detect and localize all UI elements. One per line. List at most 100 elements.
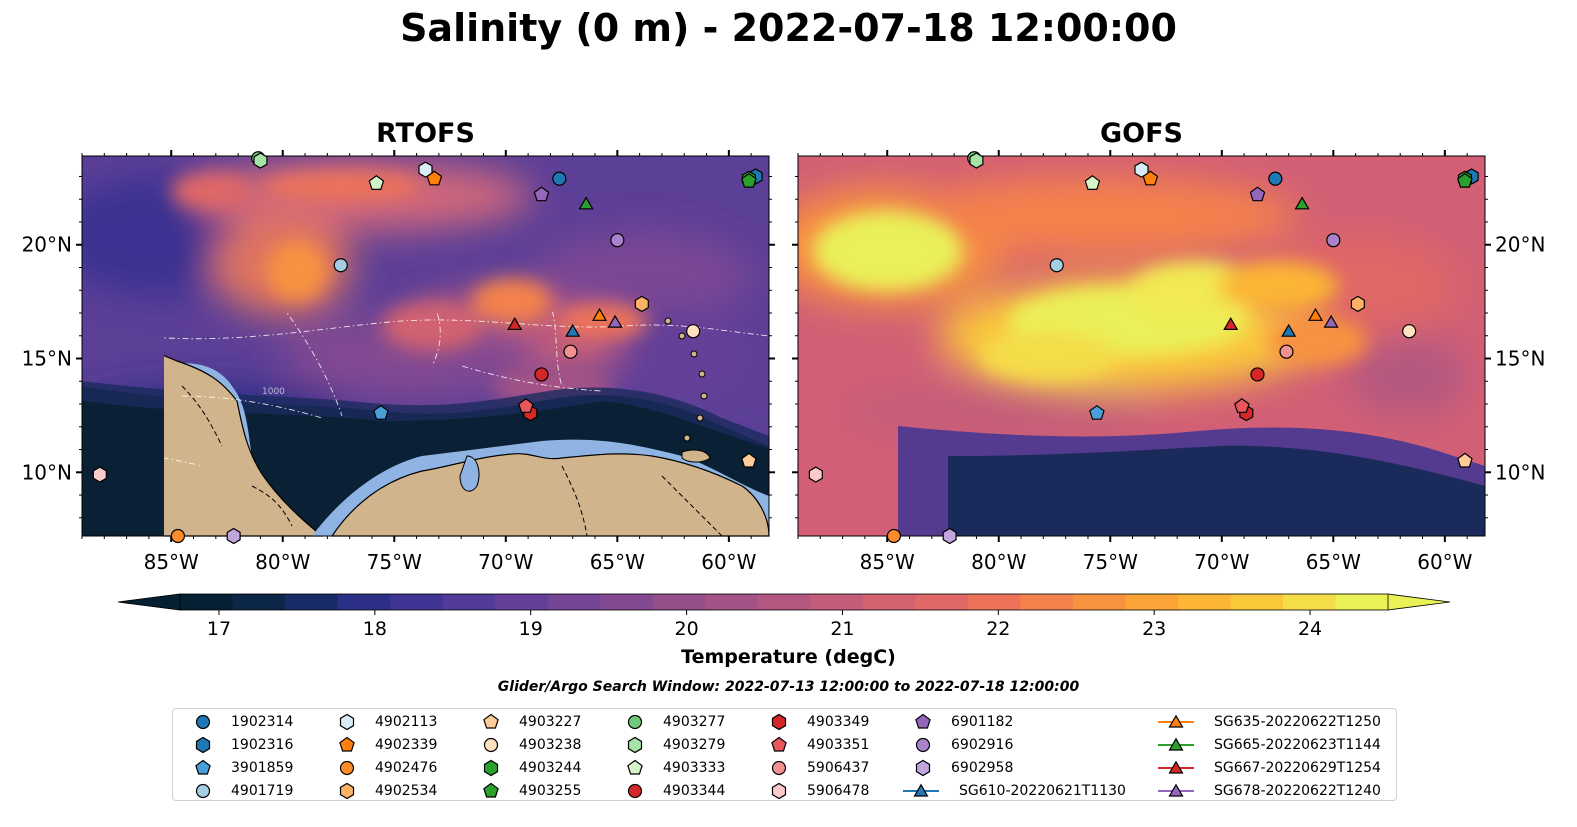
obs-marker-5906437 xyxy=(563,344,578,359)
obs-marker-5906437 xyxy=(1279,344,1294,359)
legend-hexagon-icon xyxy=(627,736,643,754)
colorbar-tick-label: 17 xyxy=(207,618,231,640)
obs-marker-SG635-20220622T1250 xyxy=(591,307,608,321)
colorbar-segment xyxy=(390,594,444,610)
obs-marker-SG665-20220623T1144 xyxy=(578,196,594,210)
legend-marker-icon xyxy=(483,782,499,798)
obs-marker-4902476 xyxy=(886,528,902,544)
legend-marker-icon xyxy=(627,783,643,799)
legend-label: 6902916 xyxy=(951,737,1014,753)
lon-tick-label: 85°W xyxy=(860,550,915,574)
frame-rtofs xyxy=(81,155,770,537)
colorbar-segment xyxy=(705,594,759,610)
legend-label: SG610-20220621T1130 xyxy=(959,783,1126,799)
obs-marker-4903279 xyxy=(253,152,268,169)
obs-marker-4903344 xyxy=(1250,367,1265,382)
legend-marker-icon xyxy=(195,783,211,799)
obs-marker-4903344 xyxy=(534,367,549,382)
colorbar-segment xyxy=(1230,594,1284,610)
legend-triangle-icon xyxy=(1168,714,1184,728)
legend-triangle-icon xyxy=(1168,760,1184,774)
obs-marker-SG678-20220622T1240 xyxy=(1323,314,1339,328)
colorbar-tick-label: 18 xyxy=(363,618,387,640)
obs-marker-SG635-20220622T1250 xyxy=(1307,307,1324,321)
obs-marker-6902916 xyxy=(1326,233,1341,248)
lat-tick-label: 20°N xyxy=(1495,233,1545,257)
legend-pentagon-icon xyxy=(627,759,643,775)
lon-tick-label: 60°W xyxy=(701,550,756,574)
obs-marker-6902958 xyxy=(226,527,241,545)
map-panel-gofs xyxy=(798,156,1485,536)
colorbar-extend-max xyxy=(1387,593,1451,611)
colorbar-segment xyxy=(757,594,811,610)
legend-label: 4903255 xyxy=(519,783,582,799)
obs-marker-6902916 xyxy=(610,233,625,248)
colorbar-segment xyxy=(1282,594,1337,610)
lon-tick-label: 60°W xyxy=(1417,550,1472,574)
legend-circle-icon xyxy=(627,714,643,730)
legend-label: 3901859 xyxy=(231,760,294,776)
colorbar-segment xyxy=(1125,594,1179,610)
colorbar-segment xyxy=(810,594,864,610)
obs-marker-1902314 xyxy=(1268,171,1283,186)
legend-marker-icon xyxy=(915,737,931,753)
legend-label: 4902534 xyxy=(375,783,438,799)
colorbar-segment xyxy=(915,594,969,610)
legend-label: 4903279 xyxy=(663,737,726,753)
legend-marker-icon xyxy=(771,782,787,800)
lon-tick-label: 70°W xyxy=(1194,550,1249,574)
legend-marker-icon xyxy=(1158,760,1194,774)
obs-marker-4902534 xyxy=(634,295,649,313)
lat-tick-label: 15°N xyxy=(1495,347,1545,371)
legend-label: 4903333 xyxy=(663,760,726,776)
legend-label: 5906437 xyxy=(807,760,870,776)
colorbar-segment xyxy=(337,594,391,610)
colorbar-tick-label: 23 xyxy=(1142,618,1166,640)
lon-tick-label: 70°W xyxy=(478,550,533,574)
colorbar-segment xyxy=(232,594,286,610)
obs-marker-4901719 xyxy=(333,258,348,273)
legend-label: 6902958 xyxy=(951,760,1014,776)
legend-label: 1902316 xyxy=(231,737,294,753)
legend-pentagon-icon xyxy=(339,736,355,752)
colorbar-segment xyxy=(600,594,654,610)
lat-tick-label: 20°N xyxy=(22,233,72,257)
obs-marker-4903255 xyxy=(1457,172,1473,188)
colorbar-segment xyxy=(1020,594,1074,610)
obs-marker-SG610-20220621T1130 xyxy=(1281,323,1297,337)
obs-marker-4903333 xyxy=(368,175,385,190)
lat-tick-label: 10°N xyxy=(1495,460,1545,484)
legend-label: 4902339 xyxy=(375,737,438,753)
legend-hexagon-icon xyxy=(339,713,355,731)
lon-tick-label: 65°W xyxy=(1306,550,1361,574)
obs-marker-4902534 xyxy=(1350,295,1365,313)
colorbar-segment xyxy=(495,594,549,610)
colorbar-label: Temperature (degC) xyxy=(681,646,896,668)
axis-ticks: 85°W 80°W 75°W 70°W 65°W 60°W 20°N 15°N 10°N 85°W… xyxy=(22,150,1545,574)
legend-marker-icon xyxy=(627,714,643,730)
legend-marker-icon xyxy=(915,713,931,729)
legend-marker-icon xyxy=(915,759,931,777)
legend-label: 4903277 xyxy=(663,714,726,730)
lon-tick-label: 75°W xyxy=(1083,550,1138,574)
obs-marker-6902958 xyxy=(942,527,957,545)
legend-label: SG667-20220629T1254 xyxy=(1214,760,1381,776)
obs-marker-6901182 xyxy=(533,186,550,202)
obs-marker-4903238 xyxy=(686,324,701,339)
legend-label: SG665-20220623T1144 xyxy=(1214,737,1381,753)
obs-marker-4903255 xyxy=(741,172,757,188)
colorbar-segment xyxy=(967,594,1021,610)
legend-pentagon-icon xyxy=(195,759,211,775)
lat-tick-label: 15°N xyxy=(22,347,72,371)
legend-circle-icon xyxy=(627,783,643,799)
colorbar-segment xyxy=(1335,594,1389,610)
legend-label: 5906478 xyxy=(807,783,870,799)
legend-marker-icon xyxy=(483,713,499,729)
legend-marker-icon xyxy=(1158,783,1194,797)
legend-label: 4902476 xyxy=(375,760,438,776)
obs-marker-4903351 xyxy=(1234,398,1250,413)
obs-marker-4902339 xyxy=(426,170,443,186)
legend-pentagon-icon xyxy=(915,713,931,729)
legend-marker-icon xyxy=(771,760,787,776)
